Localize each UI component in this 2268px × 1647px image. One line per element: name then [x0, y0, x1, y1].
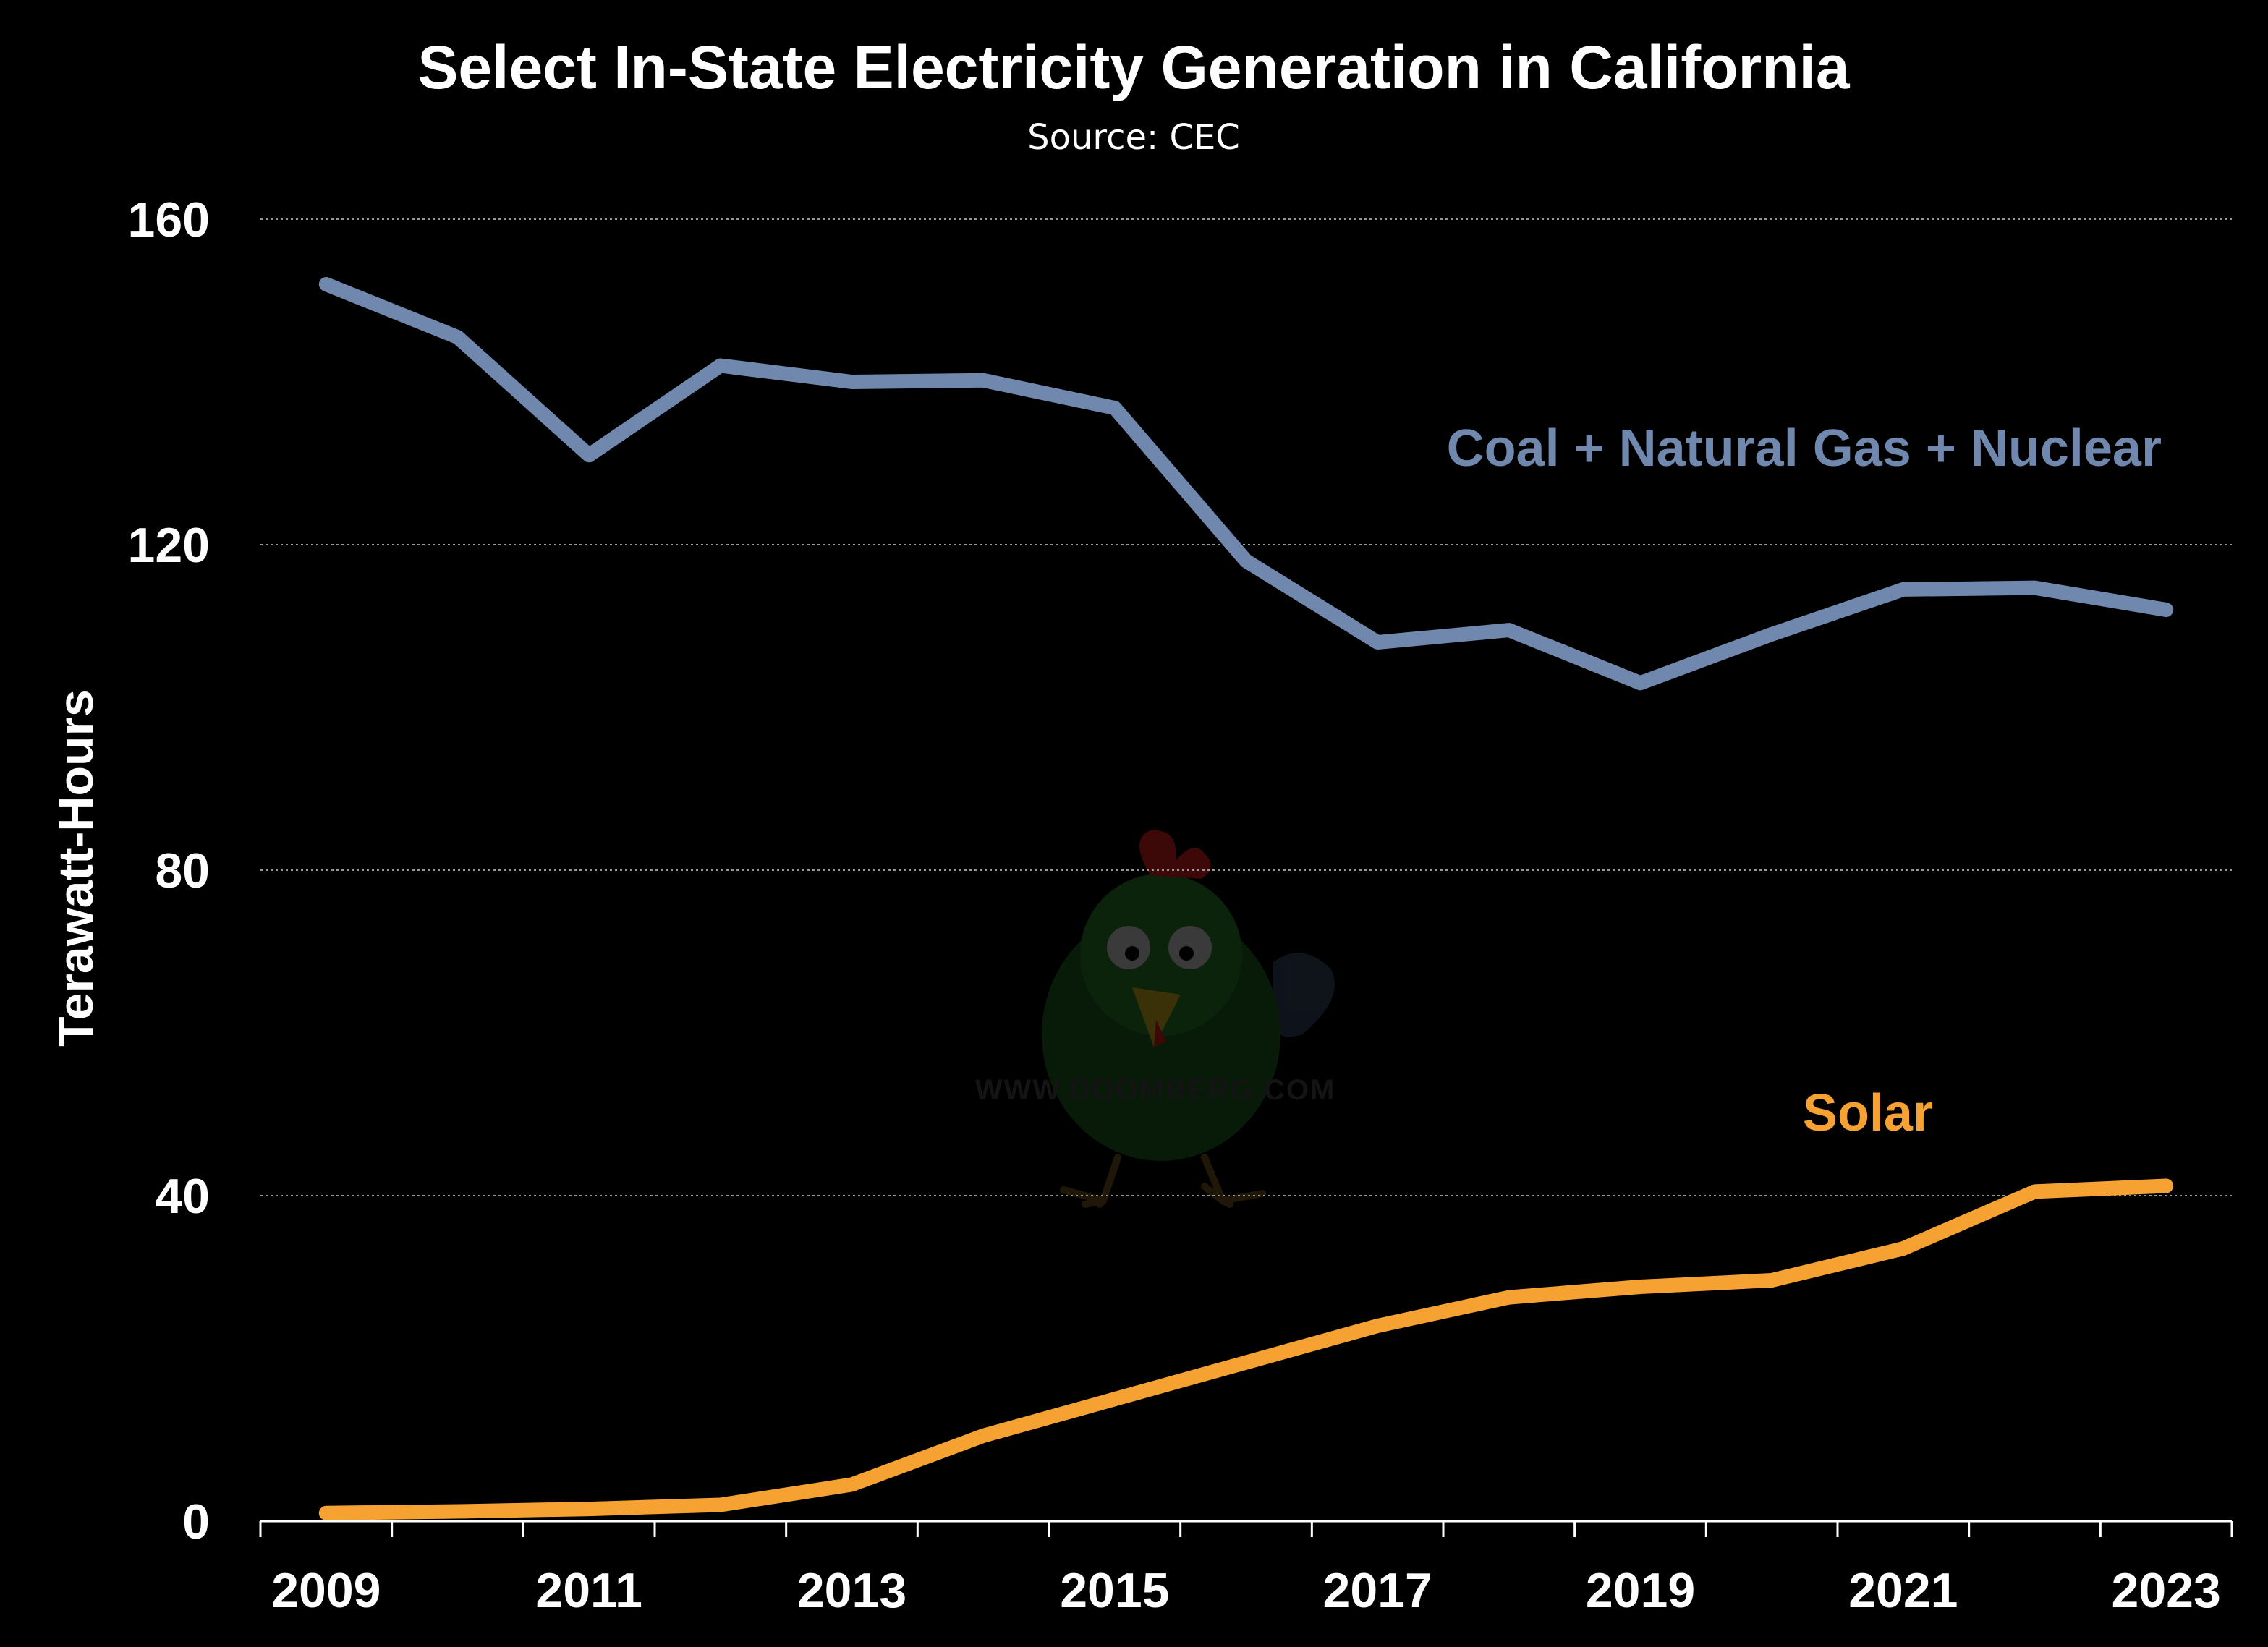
- y-tick-label: 0: [182, 1494, 210, 1549]
- y-tick-label: 80: [155, 843, 210, 898]
- gridlines: [260, 218, 2232, 1196]
- y-axis-label: Terawatt-Hours: [48, 689, 103, 1047]
- y-tick-label: 120: [128, 518, 210, 573]
- x-tick-label: 2013: [797, 1563, 906, 1618]
- series-label-coal-gas-nuclear: Coal + Natural Gas + Nuclear: [1447, 420, 2162, 477]
- series-lines: [318, 277, 2174, 1520]
- x-tick-label: 2009: [271, 1563, 381, 1618]
- y-tick-label: 40: [155, 1169, 210, 1224]
- x-tick-label: 2023: [2112, 1563, 2221, 1618]
- x-tick-label: 2015: [1060, 1563, 1169, 1618]
- x-tick-label: 2011: [535, 1563, 642, 1618]
- series-label-solar: Solar: [1803, 1084, 1933, 1142]
- watermark: WWW.DOOMBERG.COM: [975, 830, 1336, 1208]
- chart-title: Select In-State Electricity Generation i…: [417, 33, 1850, 101]
- y-tick-label: 160: [128, 192, 210, 247]
- x-tick-label: 2017: [1323, 1563, 1432, 1618]
- series-line-solar: [318, 1178, 2174, 1520]
- chicken-mascot-icon: [1042, 830, 1335, 1208]
- y-axis: 0 40 80 120 160: [128, 192, 210, 1549]
- chart-subtitle: Source: CEC: [1027, 117, 1240, 158]
- watermark-text: WWW.DOOMBERG.COM: [975, 1074, 1336, 1106]
- x-axis: 2009 2011 2013 2015 2017 2019 2021 2023: [259, 1520, 2233, 1618]
- series-line-coal-gas-nuclear: [318, 277, 2174, 691]
- x-tick-label: 2019: [1586, 1563, 1695, 1618]
- x-tick-label: 2021: [1848, 1563, 1958, 1618]
